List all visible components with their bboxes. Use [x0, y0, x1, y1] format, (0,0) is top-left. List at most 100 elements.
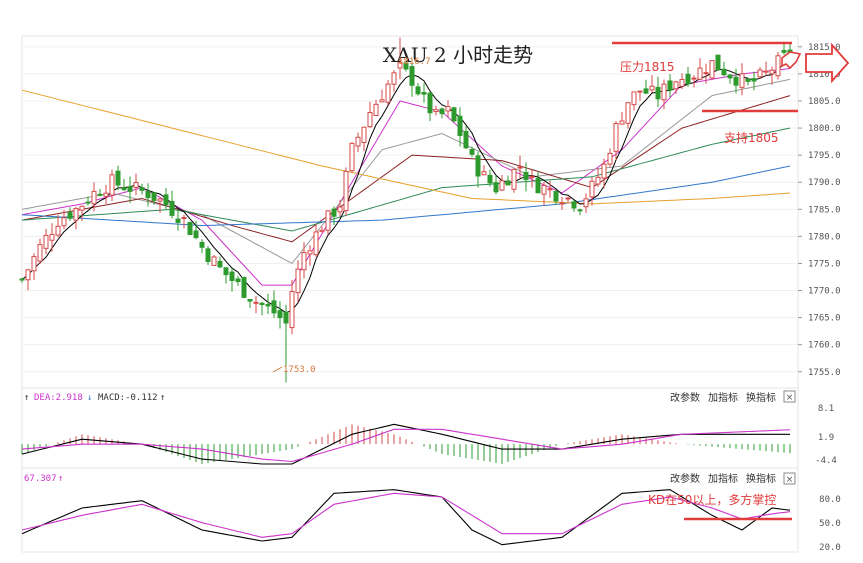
low-label: 1753.0 — [283, 365, 316, 375]
candle-up — [565, 197, 571, 200]
candle-down — [667, 80, 673, 91]
macd-dea-value: DEA:2.918 — [34, 393, 83, 403]
candle-up — [31, 256, 37, 272]
price-tick-label: 1800.0 — [808, 124, 841, 134]
candle-up — [133, 182, 139, 188]
candle-up — [181, 217, 187, 220]
candle-down — [643, 88, 649, 94]
candle-up — [109, 174, 115, 196]
candles — [19, 37, 793, 383]
candle-up — [349, 142, 355, 172]
candle-down — [259, 302, 265, 306]
price-tick-label: 1790.0 — [808, 178, 841, 188]
candle-down — [553, 191, 559, 202]
macd-edit-params-button[interactable]: 改参数 — [670, 391, 700, 404]
kd-k-line — [21, 489, 791, 546]
candle-down — [487, 174, 493, 184]
candle-down — [715, 54, 721, 71]
kd-panel — [21, 467, 799, 553]
macd-close-button[interactable] — [783, 390, 796, 403]
candle-up — [79, 205, 85, 211]
candle-down — [469, 149, 475, 155]
candle-up — [649, 85, 655, 91]
candle-up — [391, 72, 397, 85]
candle-up — [601, 163, 607, 179]
macd-histogram — [21, 424, 791, 465]
candle-down — [217, 260, 223, 268]
candle-up — [49, 233, 55, 241]
macd-dif-line — [21, 423, 790, 465]
candle-up — [499, 180, 505, 191]
ma-line-ma250 — [21, 89, 791, 205]
candle-up — [397, 61, 403, 69]
grid-lines — [22, 46, 798, 373]
candle-up — [253, 301, 259, 304]
candle-down — [139, 187, 145, 191]
candle-up — [361, 126, 367, 143]
macd-arrow-down-icon: ↓ — [87, 393, 92, 403]
support-label: 支持1805 — [724, 130, 779, 145]
candle-up — [769, 69, 775, 75]
candle-down — [229, 271, 235, 281]
candle-up — [295, 268, 301, 294]
price-tick-label: 1765.0 — [808, 314, 841, 324]
candle-up — [511, 168, 517, 190]
kd-edit-params-button[interactable]: 改参数 — [670, 472, 700, 485]
kd-close-button[interactable] — [783, 472, 796, 485]
price-tick-label: 1805.0 — [808, 97, 841, 107]
candle-down — [475, 155, 481, 177]
price-tick-label: 1775.0 — [808, 259, 841, 269]
candle-down — [127, 186, 133, 192]
candle-down — [427, 92, 433, 114]
kd-lines — [21, 489, 791, 546]
macd-lines — [21, 423, 791, 465]
candle-down — [199, 241, 205, 248]
candle-up — [337, 206, 343, 213]
candle-up — [775, 55, 781, 77]
candle-up — [319, 229, 325, 233]
candle-down — [163, 194, 169, 206]
kd-add-indicator-button[interactable]: 加指标 — [708, 472, 738, 485]
candle-down — [169, 200, 175, 216]
candle-down — [151, 192, 157, 201]
candle-up — [343, 170, 349, 212]
macd-tick-bottom: -4.4 — [815, 456, 837, 466]
candle-up — [691, 77, 697, 80]
candle-down — [403, 62, 409, 70]
candle-down — [283, 311, 289, 324]
candle-up — [157, 198, 163, 202]
candle-up — [625, 102, 631, 124]
kd-value: 67.307 — [24, 474, 57, 484]
ma-line-ma30 — [21, 95, 791, 243]
candle-down — [205, 248, 211, 263]
candle-up — [613, 123, 619, 152]
candle-down — [523, 171, 529, 180]
candle-up — [445, 106, 451, 112]
resistance-arrow-icon — [781, 51, 802, 70]
candle-up — [619, 120, 625, 125]
macd-close-icon: × — [786, 393, 794, 403]
ma-line-ma120 — [21, 165, 791, 227]
candle-up — [631, 91, 637, 106]
candle-up — [595, 176, 601, 185]
candle-up — [739, 73, 745, 88]
price-tick-label: 1810.0 — [808, 70, 841, 80]
macd-dea-line — [21, 428, 791, 463]
macd-switch-indicator-button[interactable]: 换指标 — [746, 391, 776, 404]
ma-line-ma20 — [21, 78, 791, 265]
candle-down — [247, 299, 253, 302]
candle-down — [277, 310, 283, 319]
candle-down — [535, 178, 541, 194]
candle-up — [607, 152, 613, 165]
price-tick-label: 1780.0 — [808, 232, 841, 242]
candle-up — [385, 83, 391, 103]
candle-up — [367, 112, 373, 128]
kd-switch-indicator-button[interactable]: 换指标 — [746, 472, 776, 485]
macd-add-indicator-button[interactable]: 加指标 — [708, 391, 738, 404]
candle-up — [103, 192, 109, 197]
kd-arrow-up-icon: ↑ — [58, 474, 63, 484]
candle-up — [559, 202, 565, 205]
candle-up — [757, 69, 763, 78]
candle-down — [187, 222, 193, 236]
